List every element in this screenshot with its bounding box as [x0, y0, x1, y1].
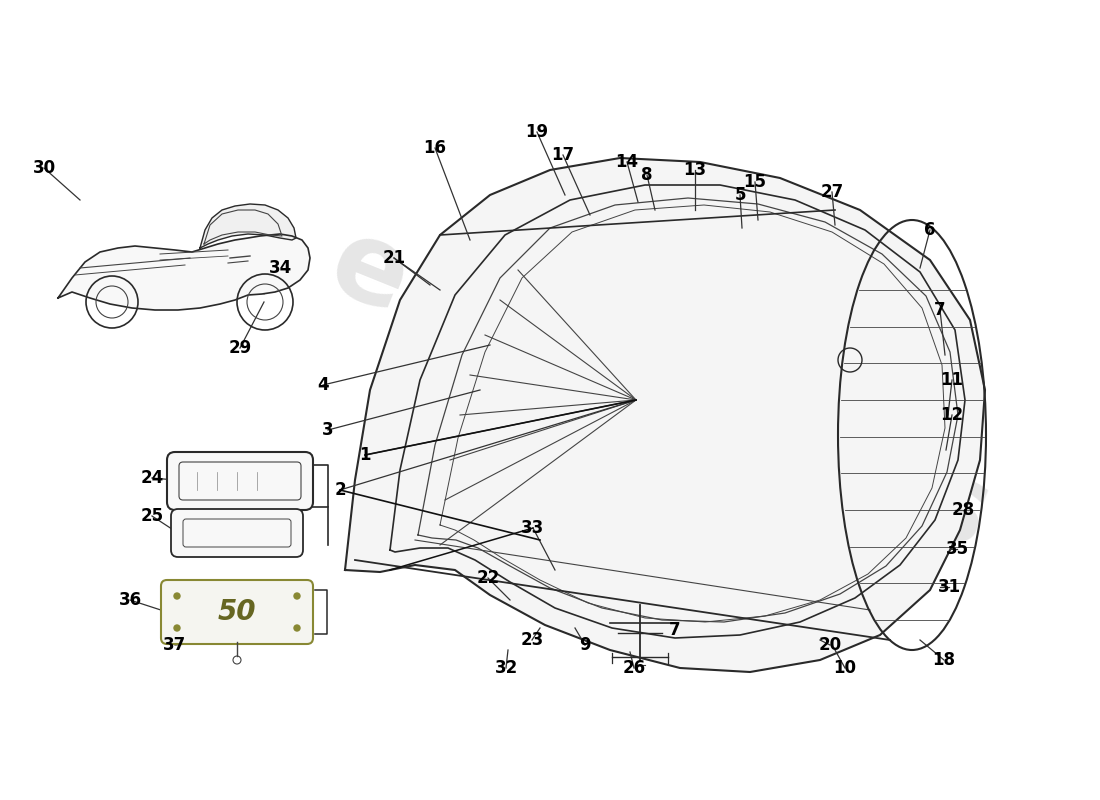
Text: 27: 27: [821, 183, 844, 201]
Text: 6: 6: [924, 221, 936, 239]
Circle shape: [294, 625, 300, 631]
Text: 31: 31: [937, 578, 960, 596]
Text: 35: 35: [945, 540, 969, 558]
Text: 32: 32: [494, 659, 518, 677]
Text: 16: 16: [424, 139, 447, 157]
Text: 19: 19: [526, 123, 549, 141]
Text: 12: 12: [940, 406, 964, 424]
Polygon shape: [200, 204, 296, 248]
Text: 2: 2: [334, 481, 345, 499]
Text: 36: 36: [119, 591, 142, 609]
Text: 21: 21: [383, 249, 406, 267]
Text: 33: 33: [521, 519, 544, 537]
FancyBboxPatch shape: [170, 509, 302, 557]
Text: 7: 7: [934, 301, 946, 319]
Text: 5: 5: [735, 186, 746, 204]
Text: 25: 25: [141, 507, 164, 525]
Text: 34: 34: [268, 259, 292, 277]
Text: 9: 9: [580, 636, 591, 654]
FancyBboxPatch shape: [161, 580, 314, 644]
Text: 15: 15: [744, 173, 767, 191]
FancyBboxPatch shape: [167, 452, 314, 510]
Text: 37: 37: [164, 636, 187, 654]
Polygon shape: [58, 234, 310, 310]
Text: 8: 8: [641, 166, 652, 184]
Text: 24: 24: [141, 469, 164, 487]
Text: 20: 20: [818, 636, 842, 654]
Text: 7: 7: [669, 621, 681, 639]
Text: 4: 4: [317, 376, 329, 394]
Text: 22: 22: [476, 569, 499, 587]
Text: 1: 1: [360, 446, 371, 464]
Text: 23: 23: [520, 631, 543, 649]
Text: a passion for parts since 1985: a passion for parts since 1985: [400, 420, 880, 640]
Text: 11: 11: [940, 371, 964, 389]
Circle shape: [174, 625, 180, 631]
Circle shape: [174, 593, 180, 599]
Text: 30: 30: [32, 159, 56, 177]
Text: 29: 29: [229, 339, 252, 357]
Text: 3: 3: [322, 421, 333, 439]
Circle shape: [294, 593, 300, 599]
Text: 50: 50: [218, 598, 256, 626]
Text: 18: 18: [933, 651, 956, 669]
Text: 13: 13: [683, 161, 706, 179]
Text: 28: 28: [952, 501, 975, 519]
Text: 26: 26: [623, 659, 646, 677]
Text: eurospares: eurospares: [315, 209, 1005, 571]
Polygon shape: [345, 158, 984, 672]
Text: 10: 10: [834, 659, 857, 677]
Text: 14: 14: [615, 153, 639, 171]
Text: 17: 17: [551, 146, 574, 164]
